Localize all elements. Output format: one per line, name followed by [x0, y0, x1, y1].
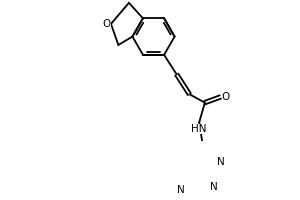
Text: N: N — [217, 157, 225, 167]
Text: N: N — [210, 182, 218, 192]
Text: O: O — [103, 19, 111, 29]
Text: N: N — [177, 185, 184, 195]
Text: O: O — [222, 92, 230, 102]
Text: HN: HN — [191, 124, 206, 134]
